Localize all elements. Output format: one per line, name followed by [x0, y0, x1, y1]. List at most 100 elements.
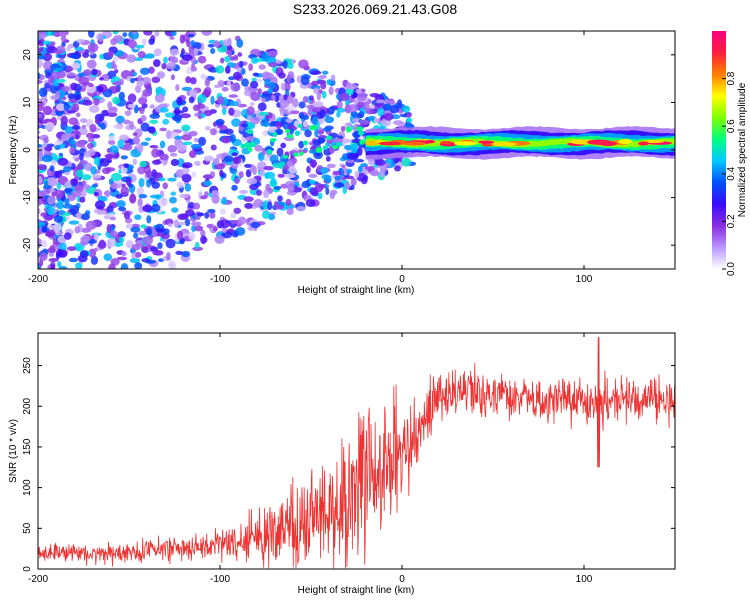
spectral-blob: [289, 128, 295, 134]
spectral-blob: [113, 124, 124, 130]
spectrogram-ylabel: Frequency (Hz): [8, 116, 19, 185]
spectral-blob: [93, 192, 99, 196]
spectral-blob: [140, 67, 150, 75]
spectral-blob: [187, 33, 195, 38]
spectral-blob: [54, 170, 63, 178]
spectral-blob: [231, 152, 238, 157]
spectral-blob: [263, 165, 274, 171]
spectral-blob: [79, 196, 86, 203]
spectral-blob: [291, 98, 299, 108]
spectral-blob: [282, 165, 289, 170]
spectral-blob: [245, 169, 252, 178]
spectral-blob: [101, 109, 109, 117]
spectral-blob: [25, 45, 32, 49]
spectral-blob: [158, 177, 166, 182]
spectral-blob: [38, 143, 43, 148]
spectral-blob: [316, 91, 322, 101]
x-tick-label: -200: [28, 574, 48, 585]
spectral-blob: [254, 144, 263, 152]
spectral-blob: [257, 102, 267, 111]
spectral-blob: [149, 194, 161, 199]
spectral-blob: [38, 258, 39, 261]
y-tick-label: 50: [22, 522, 33, 534]
spectral-blob: [194, 160, 201, 167]
spectral-blob: [244, 163, 252, 168]
spectral-blob: [101, 74, 110, 79]
spectral-blob: [105, 167, 116, 172]
spectral-blob: [304, 129, 312, 138]
spectral-blob: [228, 107, 235, 116]
spectral-blob: [365, 165, 370, 171]
spectral-blob: [127, 39, 137, 49]
spectral-blob: [230, 219, 239, 225]
spectral-blob: [103, 214, 111, 220]
carrier-peak: [637, 141, 650, 146]
spectral-blob: [159, 127, 168, 132]
spectral-blob: [109, 216, 117, 221]
spectral-blob: [30, 217, 38, 224]
spectral-blob: [117, 139, 125, 149]
spectral-blob: [66, 45, 72, 52]
spectral-blob: [82, 52, 90, 58]
spectral-blob: [263, 120, 270, 128]
spectral-blob: [129, 258, 141, 264]
spectral-blob: [184, 209, 195, 217]
spectral-blob: [170, 191, 177, 196]
spectral-blob: [261, 98, 267, 103]
snr-axes: -200 -100 0 100 0 50 100 150 200 250: [22, 333, 675, 585]
spectral-blob: [39, 258, 44, 267]
y-tick-label: 0: [22, 147, 33, 153]
spectral-blob: [200, 112, 206, 119]
spectral-blob: [70, 178, 78, 187]
spectral-blob: [149, 104, 155, 109]
spectral-blob: [350, 143, 358, 154]
spectral-blob: [137, 51, 146, 59]
spectral-blob: [270, 177, 277, 187]
spectral-blob: [149, 113, 161, 119]
spectral-blob: [284, 173, 296, 179]
y-tick-label: 200: [22, 397, 33, 414]
spectral-blob: [120, 186, 130, 196]
spectral-blob: [64, 181, 73, 189]
spectral-blob: [236, 67, 242, 73]
spectral-blob: [188, 231, 196, 241]
spectral-blob: [152, 59, 161, 67]
spectral-blob: [235, 227, 246, 236]
spectral-blob: [109, 212, 115, 218]
spectral-blob: [296, 75, 302, 84]
spectral-blob: [140, 114, 147, 122]
spectral-blob: [320, 167, 329, 175]
spectral-blob: [317, 129, 325, 135]
spectral-blob: [238, 171, 244, 179]
spectral-blob: [29, 72, 34, 82]
spectral-blob: [256, 189, 262, 196]
spectral-blob: [145, 227, 153, 236]
y-tick-label: 250: [22, 357, 33, 374]
spectral-blob: [112, 31, 119, 35]
spectral-blob: [93, 97, 100, 106]
spectral-blob: [47, 143, 55, 148]
spectral-blob: [276, 147, 284, 157]
spectral-blob: [238, 126, 244, 131]
colorbar-ticks: 0.0 0.2 0.4 0.6 0.8: [722, 71, 737, 276]
spectral-blob: [151, 181, 161, 189]
spectral-blob: [64, 198, 70, 206]
spectral-blob: [115, 115, 125, 124]
spectral-blob: [151, 76, 161, 84]
spectral-blob: [51, 71, 62, 79]
spectral-blob: [236, 38, 244, 48]
spectral-blob: [25, 154, 33, 159]
spectral-blob: [106, 112, 118, 117]
colorbar-tick-label: 0.6: [726, 119, 737, 133]
snr-frame: [37, 332, 676, 570]
spectral-blob: [58, 31, 67, 36]
spectral-blob: [29, 117, 34, 121]
spectral-blob: [107, 108, 118, 114]
spectral-blob: [104, 154, 115, 159]
spectral-blob: [253, 198, 264, 208]
spectral-blob: [230, 212, 237, 219]
spectral-blob: [370, 171, 380, 177]
spectral-blob: [246, 177, 258, 185]
spectral-blob: [258, 111, 270, 116]
spectral-blob: [131, 252, 136, 260]
